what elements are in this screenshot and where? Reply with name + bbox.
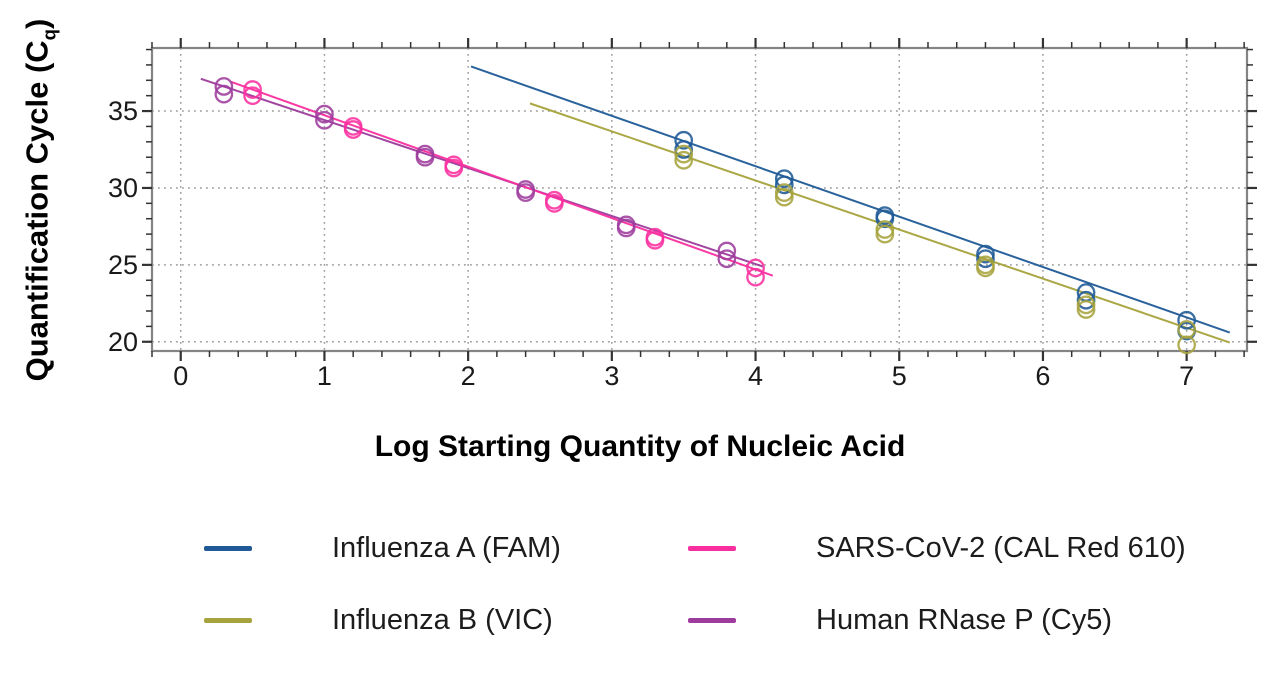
data-point — [1177, 310, 1196, 330]
data-point — [674, 150, 694, 170]
data-point — [746, 258, 765, 278]
y-axis-title-text: Quantification Cycle (C — [19, 40, 55, 382]
legend-line-sars-cov-2-icon — [688, 545, 736, 551]
data-point — [1076, 295, 1096, 315]
legend-item-human-rnase-p: Human RNase P (Cy5) — [688, 599, 1186, 641]
x-tick-label: 1 — [317, 361, 332, 391]
data-point — [674, 140, 694, 159]
data-point — [616, 218, 636, 238]
data-point — [415, 147, 435, 167]
legend-item-influenza-b: Influenza B (VIC) — [204, 599, 688, 641]
data-point — [976, 244, 995, 264]
legend-line-influenza-b-icon — [204, 617, 252, 623]
legend-line-human-rnase-p-icon — [688, 617, 736, 623]
legend-item-influenza-a: Influenza A (FAM) — [204, 527, 688, 569]
legend-item-sars-cov-2: SARS-CoV-2 (CAL Red 610) — [688, 527, 1186, 569]
data-point — [774, 169, 794, 189]
legend-label-influenza-a: Influenza A (FAM) — [332, 531, 561, 564]
data-point — [315, 104, 334, 124]
y-axis-title-suffix: ) — [19, 18, 55, 29]
trend-line — [470, 65, 1231, 334]
data-point — [774, 175, 794, 195]
data-point — [746, 267, 765, 287]
legend-label-sars-cov-2: SARS-CoV-2 (CAL Red 610) — [816, 531, 1186, 564]
data-point — [545, 193, 564, 213]
y-tick-label: 25 — [108, 250, 138, 280]
legend-label-influenza-b: Influenza B (VIC) — [332, 603, 553, 636]
data-point — [717, 249, 737, 269]
data-point — [774, 187, 794, 207]
data-point — [875, 224, 895, 244]
data-point — [243, 80, 262, 99]
data-point — [717, 241, 737, 261]
data-point — [1076, 300, 1096, 319]
data-point — [315, 110, 334, 130]
data-point — [774, 183, 794, 202]
x-tick-label: 0 — [173, 361, 188, 391]
data-point — [674, 130, 694, 150]
y-axis-title-subscript: q — [38, 28, 60, 41]
standard-curve-plot: 0 1 2 3 4 5 6 7 20 25 30 35 — [108, 38, 1257, 391]
y-axis-title: Quantification Cycle (Cq) — [20, 19, 61, 382]
x-tick-label: 5 — [892, 361, 907, 391]
x-tick-label: 7 — [1179, 361, 1194, 391]
data-point — [976, 258, 995, 278]
data-point — [976, 249, 995, 269]
data-point — [243, 86, 262, 106]
x-tick-label: 3 — [604, 361, 619, 391]
legend: Influenza A (FAM) SARS-CoV-2 (CAL Red 61… — [204, 527, 1186, 641]
data-point — [674, 144, 694, 164]
data-point — [516, 183, 535, 202]
x-tick-label: 6 — [1035, 361, 1050, 391]
data-point — [214, 77, 234, 96]
data-point — [343, 120, 363, 139]
plot-frame — [150, 46, 1249, 353]
data-point — [1076, 290, 1096, 310]
x-axis-title: Log Starting Quantity of Nucleic Acid — [374, 430, 906, 463]
legend-label-human-rnase-p: Human RNase P (Cy5) — [816, 603, 1113, 636]
x-tick-label: 4 — [748, 361, 763, 391]
data-point — [214, 84, 234, 104]
data-point — [1177, 335, 1196, 355]
data-point — [875, 220, 895, 239]
x-tick-label: 2 — [461, 361, 476, 391]
data-point — [645, 230, 665, 250]
trend-line — [230, 80, 774, 277]
y-tick-label: 35 — [108, 96, 138, 126]
legend-line-influenza-a-icon — [204, 545, 252, 551]
y-tick-label: 20 — [108, 327, 138, 357]
data-point — [444, 158, 464, 178]
y-tick-label: 30 — [108, 173, 138, 203]
